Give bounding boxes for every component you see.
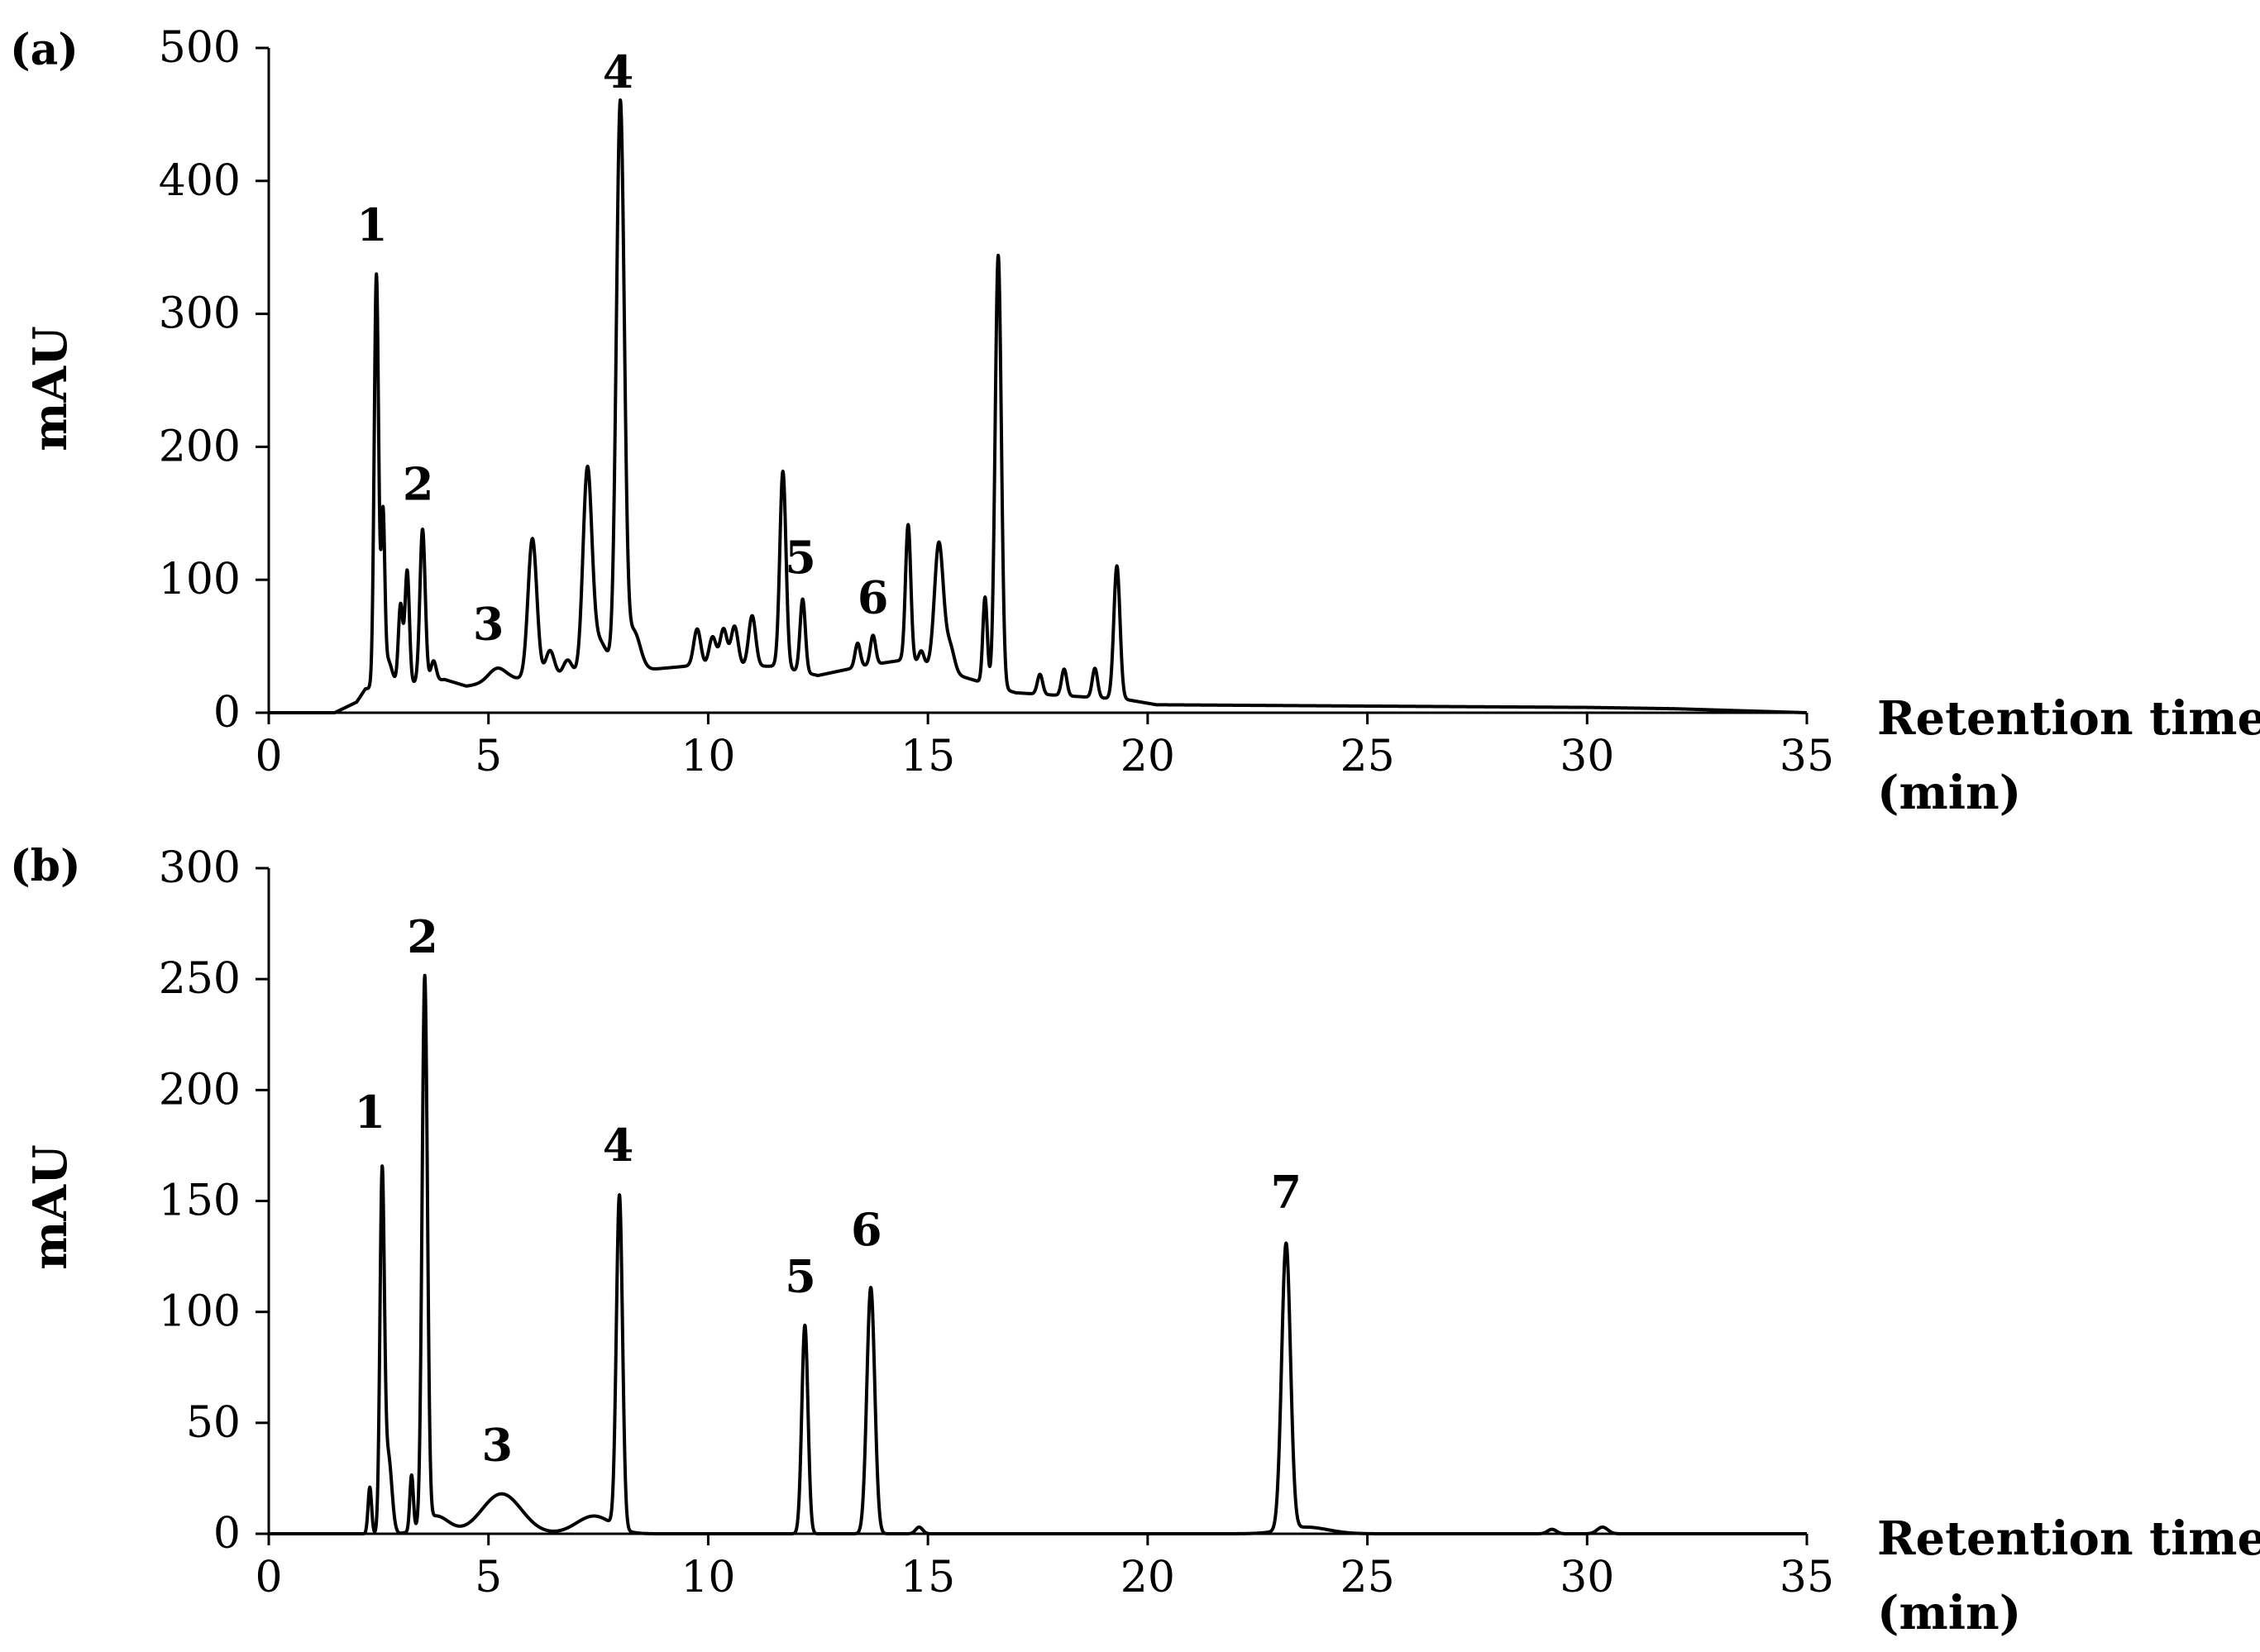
panel-a-peak-labels: 1 2 3 4 56: [356, 45, 888, 650]
panel-a-x-tick-label: 20: [1120, 732, 1175, 781]
panel-a-x-tick-label: 25: [1340, 732, 1394, 781]
panel-b-peak-label: 3: [482, 1418, 514, 1471]
panel-b-y-tick-label: 0: [213, 1509, 241, 1559]
panel-b-label: (b): [10, 841, 81, 891]
panel-a-y-tick-label: 200: [159, 422, 241, 471]
panel-b-chromatogram-trace: [267, 973, 1808, 1535]
panel-a-y-tick-label: 500: [159, 23, 241, 73]
panel-b-y-tick-label: 50: [186, 1398, 241, 1448]
panel-b-x-tick-label: 15: [901, 1553, 955, 1602]
panel-a-x-tick-label: 35: [1780, 732, 1834, 781]
panel-b-peak-label: 4: [603, 1119, 634, 1172]
panel-b-peak-label: 2: [407, 910, 438, 963]
panel-b-x-tick-label: 30: [1560, 1553, 1614, 1602]
panel-a-y-tick-label: 300: [159, 289, 241, 339]
panel-b-y-tick-label: 200: [159, 1065, 241, 1115]
panel-b: (b) mAU Retention time (min) 0 5 10 15 20 25 3…: [10, 841, 2260, 1640]
panel-a-x-tick-label: 15: [901, 732, 955, 781]
panel-b-peak-label: 7: [1270, 1166, 1302, 1219]
panel-a-peak-label: 4: [603, 45, 634, 98]
panel-b-x-tick-label: 5: [475, 1553, 502, 1602]
panel-a-x-axis-title: Retention time: [1877, 691, 2260, 746]
panel-b-x-tick-label: 0: [255, 1553, 282, 1602]
panel-a-peak-label: 6: [858, 571, 889, 623]
panel-a-x-axis-unit: (min): [1877, 766, 2021, 820]
panel-a-peak-label: 2: [403, 458, 434, 511]
panel-b-y-tick-label: 150: [159, 1177, 241, 1226]
panel-a-y-axis-title: mAU: [23, 326, 78, 451]
panel-a-x-tick-label: 10: [681, 732, 735, 781]
panel-b-peak-label: 6: [851, 1203, 882, 1256]
panel-a-x-tick-label: 5: [475, 732, 502, 781]
panel-b-x-tick-label: 20: [1120, 1553, 1175, 1602]
panel-b-x-tick-label: 25: [1340, 1553, 1394, 1602]
panel-a-y-tick-label: 0: [213, 688, 241, 738]
panel-b-x-tick-label: 10: [681, 1553, 735, 1602]
panel-a-y-tick-label: 400: [159, 156, 241, 206]
panel-b-y-axis-title: mAU: [23, 1144, 78, 1270]
panel-a-peak-label: 1: [356, 198, 388, 251]
panel-a-x-tick-label: 30: [1560, 732, 1614, 781]
panel-b-y-tick-label: 250: [159, 954, 241, 1004]
panel-a-y-tick-label: 100: [159, 555, 241, 604]
panel-a: (a) mAU Retention time (min) 0 5 10 15 20 25 3…: [10, 23, 2260, 820]
panel-b-y-tick-label: 100: [159, 1287, 241, 1337]
panel-b-y-tick-label: 300: [159, 843, 241, 893]
panel-a-chromatogram-trace: [267, 98, 1808, 714]
panel-a-x-tick-label: 0: [255, 732, 282, 781]
panel-b-peak-label: 5: [785, 1250, 816, 1303]
panel-b-x-axis-unit: (min): [1877, 1586, 2021, 1640]
panel-b-peak-labels: 1 2 3 4 56 7: [354, 910, 1302, 1471]
panel-a-peak-label: 5: [785, 531, 816, 584]
panel-b-x-axis-title: Retention time: [1877, 1511, 2260, 1566]
panel-b-peak-label: 1: [354, 1086, 385, 1139]
panel-a-peak-label: 3: [473, 598, 504, 651]
panel-a-label: (a): [10, 25, 79, 75]
panel-b-x-tick-label: 35: [1780, 1553, 1834, 1602]
